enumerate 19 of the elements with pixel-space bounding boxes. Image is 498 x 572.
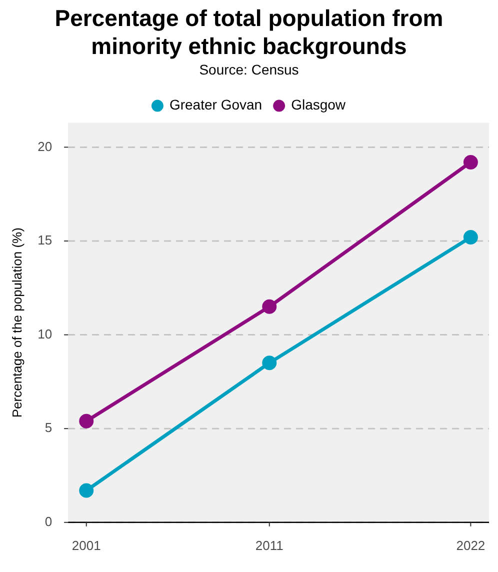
point	[262, 299, 277, 314]
legend-label: Glasgow	[291, 96, 346, 113]
y-axis-title: Percentage of the population (%)	[9, 228, 24, 418]
chart-subtitle: Source: Census	[199, 61, 299, 78]
point	[262, 356, 277, 370]
point	[79, 414, 94, 428]
point	[463, 230, 478, 244]
x-tick-label: 2011	[255, 538, 284, 553]
y-tick-label: 10	[38, 326, 52, 342]
y-tick-label: 0	[44, 514, 52, 529]
point	[463, 154, 478, 170]
x-tick-label: 2001	[72, 538, 101, 553]
y-tick-label: 15	[38, 232, 52, 248]
point	[79, 483, 94, 498]
y-tick-label: 5	[44, 420, 52, 436]
legend-label: Greater Govan	[169, 96, 262, 113]
x-tick-label: 2022	[456, 538, 486, 553]
chart-title: Percentage of total population from minority ethnic backgrounds	[54, 4, 444, 60]
y-tick-label: 20	[38, 138, 52, 154]
